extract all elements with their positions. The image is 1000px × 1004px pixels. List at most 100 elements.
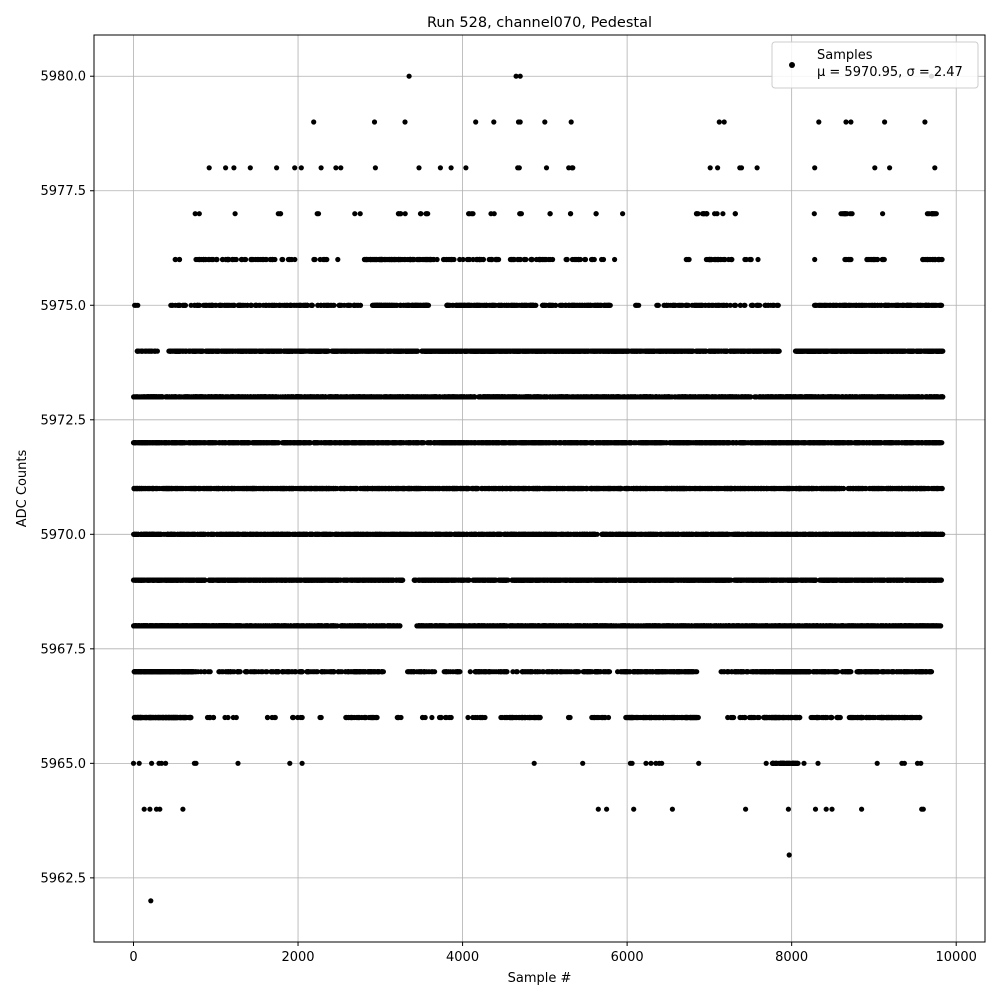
sample-point [143, 623, 148, 628]
sample-point [520, 669, 525, 674]
sample-point [595, 715, 600, 720]
sample-point [879, 715, 884, 720]
sample-point [786, 761, 791, 766]
sample-point [926, 669, 931, 674]
sample-point [312, 623, 317, 628]
sample-point [843, 623, 848, 628]
sample-point [445, 623, 450, 628]
sample-point [526, 623, 531, 628]
sample-point [510, 669, 515, 674]
sample-point [833, 669, 838, 674]
sample-point [165, 578, 170, 583]
sample-point [777, 761, 782, 766]
sample-point [312, 578, 317, 583]
sample-point [520, 623, 525, 628]
sample-point [137, 715, 142, 720]
sample-point [936, 623, 941, 628]
sample-point [603, 669, 608, 674]
sample-point [429, 715, 434, 720]
sample-point [572, 669, 577, 674]
sample-point [296, 578, 301, 583]
sample-point [211, 578, 216, 583]
sample-point [251, 578, 256, 583]
sample-point [131, 623, 136, 628]
sample-point [865, 715, 870, 720]
sample-point [136, 669, 141, 674]
sample-point [439, 623, 444, 628]
sample-point [579, 623, 584, 628]
sample-point [157, 623, 162, 628]
sample-point [542, 623, 547, 628]
sample-point [587, 669, 592, 674]
sample-point [443, 715, 448, 720]
sample-point [864, 623, 869, 628]
sample-point [253, 623, 258, 628]
sample-point [743, 807, 748, 812]
sample-point [382, 623, 387, 628]
sample-point [904, 669, 909, 674]
sample-point [257, 578, 262, 583]
sample-point [214, 623, 219, 628]
sample-point [642, 623, 647, 628]
sample-point [396, 715, 401, 720]
sample-point [263, 669, 268, 674]
sample-point [167, 669, 172, 674]
sample-point [858, 623, 863, 628]
sample-point [473, 669, 478, 674]
sample-point [394, 578, 399, 583]
sample-point [787, 852, 792, 857]
sample-point [889, 715, 894, 720]
sample-point [343, 623, 348, 628]
sample-point [708, 623, 713, 628]
sample-point [910, 715, 915, 720]
sample-point [596, 807, 601, 812]
sample-point [295, 715, 300, 720]
sample-point [132, 578, 137, 583]
sample-point [284, 669, 289, 674]
sample-point [305, 669, 310, 674]
sample-point [890, 669, 895, 674]
sample-point [347, 578, 352, 583]
sample-point [174, 669, 179, 674]
sample-point [770, 761, 775, 766]
sample-point [230, 578, 235, 583]
sample-point [921, 807, 926, 812]
sample-point [832, 623, 837, 628]
sample-point [670, 623, 675, 628]
sample-point [405, 669, 410, 674]
sample-point [665, 623, 670, 628]
sample-point [235, 761, 240, 766]
sample-point [829, 715, 834, 720]
sample-point [293, 623, 298, 628]
sample-point [144, 578, 149, 583]
sample-point [817, 623, 822, 628]
sample-point [611, 623, 616, 628]
sample-point [270, 715, 275, 720]
sample-point [469, 623, 474, 628]
sample-point [615, 669, 620, 674]
sample-point [811, 669, 816, 674]
sample-point [287, 761, 292, 766]
sample-point [629, 715, 634, 720]
sample-point [173, 623, 178, 628]
sample-point [239, 623, 244, 628]
sample-point [429, 623, 434, 628]
sample-point [739, 669, 744, 674]
sample-point [317, 715, 322, 720]
sample-point [356, 623, 361, 628]
sample-point [276, 623, 281, 628]
sample-point [370, 623, 375, 628]
sample-point [224, 623, 229, 628]
sample-point [137, 761, 142, 766]
sample-point [692, 715, 697, 720]
sample-point [142, 807, 147, 812]
sample-point [850, 715, 855, 720]
sample-point [375, 578, 380, 583]
sample-point [147, 807, 152, 812]
sample-point [161, 669, 166, 674]
sample-point [604, 623, 609, 628]
sample-point [799, 623, 804, 628]
sample-point [791, 623, 796, 628]
sample-point [599, 623, 604, 628]
sample-point [875, 761, 880, 766]
